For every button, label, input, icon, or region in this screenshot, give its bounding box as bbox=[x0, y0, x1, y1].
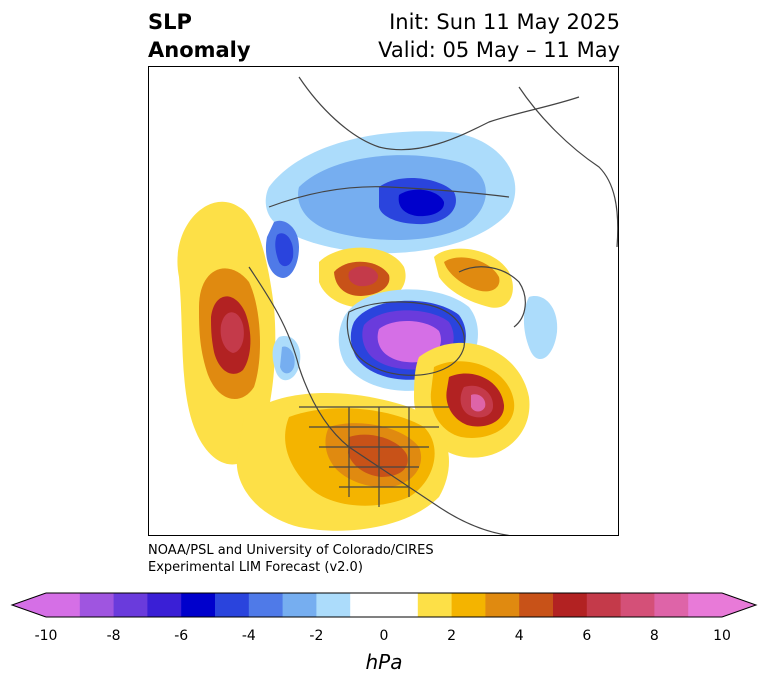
polar-map bbox=[148, 66, 619, 536]
credit-line-2: Experimental LIM Forecast (v2.0) bbox=[148, 560, 363, 575]
colorbar-cell bbox=[451, 593, 486, 617]
bering-high-anomaly bbox=[177, 201, 276, 465]
colorbar-cell bbox=[620, 593, 655, 617]
colorbar-extend-low bbox=[12, 593, 46, 617]
colorbar-tick-label: 4 bbox=[514, 628, 524, 644]
colorbar-cell bbox=[350, 593, 385, 617]
colorbar-cell bbox=[46, 593, 81, 617]
north-atlantic-high-anomaly bbox=[414, 342, 530, 458]
valid-range: Valid: 05 May – 11 May bbox=[378, 38, 620, 62]
colorbar-cell bbox=[282, 593, 317, 617]
colorbar-cell bbox=[384, 593, 419, 617]
siberia-low-anomaly bbox=[265, 131, 516, 278]
colorbar-tick-label: -8 bbox=[106, 628, 121, 644]
scandinavia-high-anomaly bbox=[434, 248, 513, 308]
colorbar-tick-label: 6 bbox=[582, 628, 592, 644]
title-line-1: SLP bbox=[148, 10, 192, 34]
map-title: SLP Anomaly bbox=[148, 8, 251, 64]
credit-line-1: NOAA/PSL and University of Colorado/CIRE… bbox=[148, 543, 434, 558]
coastlines bbox=[248, 76, 618, 535]
colorbar-tick-label: 2 bbox=[447, 628, 457, 644]
colorbar-unit: hPa bbox=[365, 650, 403, 674]
arctic-low-anomaly bbox=[338, 289, 478, 391]
credit-text: NOAA/PSL and University of Colorado/CIRE… bbox=[148, 542, 434, 576]
colorbar-cell bbox=[485, 593, 520, 617]
colorbar-tick-label: 8 bbox=[649, 628, 659, 644]
colorbar-tick-label: -6 bbox=[174, 628, 189, 644]
colorbar-tick-label: -2 bbox=[309, 628, 324, 644]
colorbar-cell bbox=[316, 593, 351, 617]
colorbar-cell bbox=[586, 593, 622, 617]
colorbar-cell bbox=[215, 593, 250, 617]
title-line-2: Anomaly bbox=[148, 38, 251, 62]
colorbar-tick-label: 0 bbox=[379, 628, 389, 644]
colorbar-cell bbox=[688, 593, 723, 617]
colorbar-cell bbox=[248, 593, 284, 617]
colorbar-extend-high bbox=[722, 593, 756, 617]
colorbar-cell bbox=[654, 593, 689, 617]
colorbar-cell bbox=[519, 593, 554, 617]
colorbar-tick-label: -10 bbox=[34, 628, 58, 644]
colorbar-cell bbox=[553, 593, 588, 617]
colorbar-tick-label: -4 bbox=[241, 628, 256, 644]
init-date: Init: Sun 11 May 2025 bbox=[389, 10, 620, 34]
colorbar-cell bbox=[113, 593, 148, 617]
anomaly-map-svg bbox=[177, 76, 618, 535]
colorbar-cell bbox=[181, 593, 216, 617]
colorbar-cell bbox=[79, 593, 115, 617]
colorbar-cells bbox=[46, 593, 723, 617]
north-america-high-anomaly bbox=[236, 393, 449, 531]
forecast-dates: Init: Sun 11 May 2025 Valid: 05 May – 11… bbox=[378, 8, 620, 64]
colorbar-tick-label: 10 bbox=[713, 628, 731, 644]
colorbar bbox=[10, 592, 758, 618]
colorbar-cell bbox=[147, 593, 182, 617]
colorbar-cell bbox=[417, 593, 453, 617]
